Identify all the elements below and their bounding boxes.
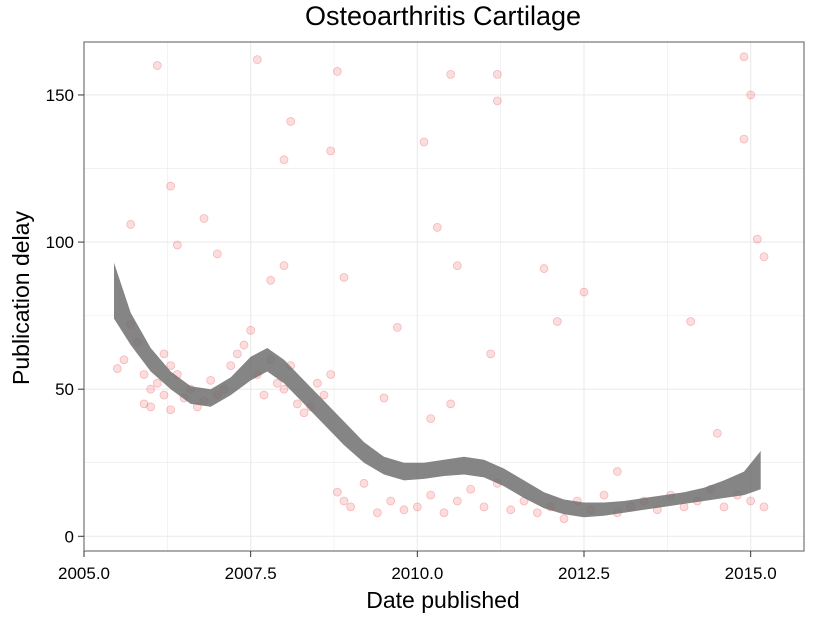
x-axis-label: Date published (366, 587, 519, 613)
data-point (126, 220, 136, 229)
data-point (246, 325, 256, 335)
data-point (172, 240, 182, 250)
plot-panel: 2005.0 2007.5 2010.0 2012.5 2015.0 0 50 100 150 (46, 41, 805, 583)
x-tick-label: 2012.5 (558, 564, 610, 583)
data-point (239, 340, 249, 350)
data-point (492, 69, 502, 79)
data-point (739, 134, 749, 144)
data-point (559, 514, 569, 524)
data-point (452, 261, 462, 271)
y-axis-label: Publication delay (8, 211, 34, 385)
data-point (419, 137, 429, 147)
chart-title: Osteoarthritis Cartilage (305, 1, 581, 31)
data-point (272, 378, 282, 388)
data-point (412, 502, 422, 512)
data-point (386, 496, 396, 506)
y-tick-label: 150 (46, 86, 74, 105)
data-point (359, 478, 369, 488)
data-point (426, 490, 436, 500)
data-point (579, 287, 589, 297)
data-point (252, 55, 262, 65)
data-point (532, 508, 542, 518)
data-point (719, 502, 729, 512)
data-point (539, 264, 549, 273)
data-point (759, 502, 769, 512)
data-point (266, 275, 276, 285)
data-point (206, 375, 216, 385)
data-point (119, 355, 129, 365)
data-point (112, 364, 122, 373)
data-point (752, 234, 762, 244)
data-point (212, 249, 222, 259)
data-point (746, 90, 756, 100)
data-point (599, 490, 609, 500)
data-point (279, 261, 289, 271)
data-point (439, 508, 449, 518)
data-point (686, 317, 696, 326)
data-point (166, 181, 176, 191)
data-point (159, 349, 169, 359)
data-point (312, 378, 322, 388)
data-point (279, 384, 289, 394)
data-point (346, 502, 356, 512)
x-tick-label: 2010.0 (391, 564, 443, 583)
data-point (326, 370, 336, 379)
data-point (146, 384, 156, 394)
data-point (292, 399, 302, 409)
data-point (506, 505, 516, 515)
data-point (166, 405, 176, 415)
data-point (326, 146, 336, 156)
data-point (279, 155, 289, 165)
data-point (259, 390, 269, 400)
data-point (146, 402, 156, 412)
data-point (286, 117, 296, 126)
data-point (452, 496, 462, 506)
y-tick-label: 100 (46, 233, 74, 252)
data-point (446, 69, 456, 79)
data-point (299, 408, 309, 418)
data-point (152, 61, 162, 70)
data-point (159, 390, 169, 400)
data-point (739, 52, 749, 62)
data-point (166, 361, 176, 371)
data-point (139, 399, 149, 409)
data-point (319, 390, 329, 400)
data-point (226, 361, 236, 371)
data-point (339, 496, 349, 506)
data-point (232, 349, 242, 359)
data-point (612, 467, 622, 476)
data-point (399, 505, 409, 515)
data-point (746, 496, 756, 506)
data-point (446, 399, 456, 409)
data-point (392, 322, 402, 332)
data-point (486, 349, 496, 359)
data-point (372, 508, 382, 518)
data-point (152, 378, 162, 388)
y-tick-label: 50 (55, 380, 74, 399)
data-point (479, 502, 489, 512)
data-point (332, 67, 342, 76)
data-point (492, 96, 502, 106)
data-point (379, 393, 389, 403)
data-point (339, 272, 349, 282)
data-point (759, 252, 769, 262)
data-point (139, 370, 149, 379)
panel-border (83, 41, 805, 552)
x-tick-label: 2015.0 (725, 564, 777, 583)
data-point (432, 222, 442, 232)
data-point (712, 428, 722, 438)
data-point (426, 414, 436, 424)
data-point (466, 484, 476, 494)
data-point (552, 317, 562, 326)
data-point (332, 487, 342, 497)
x-tick-label: 2007.5 (225, 564, 277, 583)
x-tick-label: 2005.0 (58, 564, 110, 583)
y-tick-label: 0 (65, 527, 74, 546)
smooth-confidence-band (114, 262, 761, 518)
data-point (199, 214, 209, 223)
